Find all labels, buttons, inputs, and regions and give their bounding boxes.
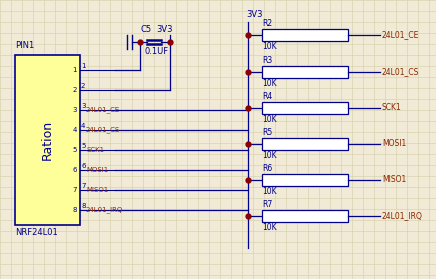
Text: R5: R5 [262,128,272,137]
Text: 8: 8 [72,207,77,213]
Text: NRF24L01: NRF24L01 [15,228,58,237]
Text: R6: R6 [262,164,272,173]
Text: R7: R7 [262,200,272,209]
Bar [262,210,348,222]
Text: 10K: 10K [262,223,276,232]
Text: 10K: 10K [262,187,276,196]
Text: 2: 2 [73,87,77,93]
Text: 6: 6 [72,167,77,173]
Text: R4: R4 [262,92,272,101]
Text: R2: R2 [262,19,272,28]
Text: 24L01_CS: 24L01_CS [86,127,120,133]
Text: 24L01_IRQ: 24L01_IRQ [86,207,123,213]
Text: 5: 5 [81,143,85,149]
Text: 7: 7 [81,183,85,189]
Text: 8: 8 [81,203,85,209]
Text: Ration: Ration [41,120,54,160]
Text: 1: 1 [72,67,77,73]
Text: PIN1: PIN1 [15,41,34,50]
Bar [262,29,348,41]
Text: 3V3: 3V3 [156,25,173,34]
Text: R3: R3 [262,56,272,65]
Text: 10K: 10K [262,79,276,88]
Bar [262,174,348,186]
Bar [262,138,348,150]
Text: 5: 5 [73,147,77,153]
Text: 24L01_CE: 24L01_CE [86,107,120,113]
Bar [262,102,348,114]
Text: 10K: 10K [262,151,276,160]
Text: MOSI1: MOSI1 [382,140,406,148]
Text: 24L01_IRQ: 24L01_IRQ [382,211,423,220]
Text: 24L01_CS: 24L01_CS [382,68,419,76]
Text: 10K: 10K [262,115,276,124]
Text: 2: 2 [81,83,85,89]
Text: MISO1: MISO1 [86,187,108,193]
Text: 7: 7 [72,187,77,193]
Text: C5: C5 [140,25,151,34]
Text: 1: 1 [81,63,85,69]
Text: 10K: 10K [262,42,276,51]
Text: SCK1: SCK1 [86,147,104,153]
Text: 24L01_CE: 24L01_CE [382,30,419,40]
Text: 4: 4 [81,123,85,129]
Bar [262,66,348,78]
Text: 4: 4 [73,127,77,133]
Text: 3: 3 [81,103,85,109]
Text: MISO1: MISO1 [382,175,406,184]
Text: 0.1UF: 0.1UF [144,47,168,56]
Text: 6: 6 [81,163,85,169]
Text: MOSI1: MOSI1 [86,167,108,173]
Text: SCK1: SCK1 [382,104,402,112]
Text: 3: 3 [72,107,77,113]
Text: 3V3: 3V3 [246,10,262,19]
Bar [15,55,80,225]
